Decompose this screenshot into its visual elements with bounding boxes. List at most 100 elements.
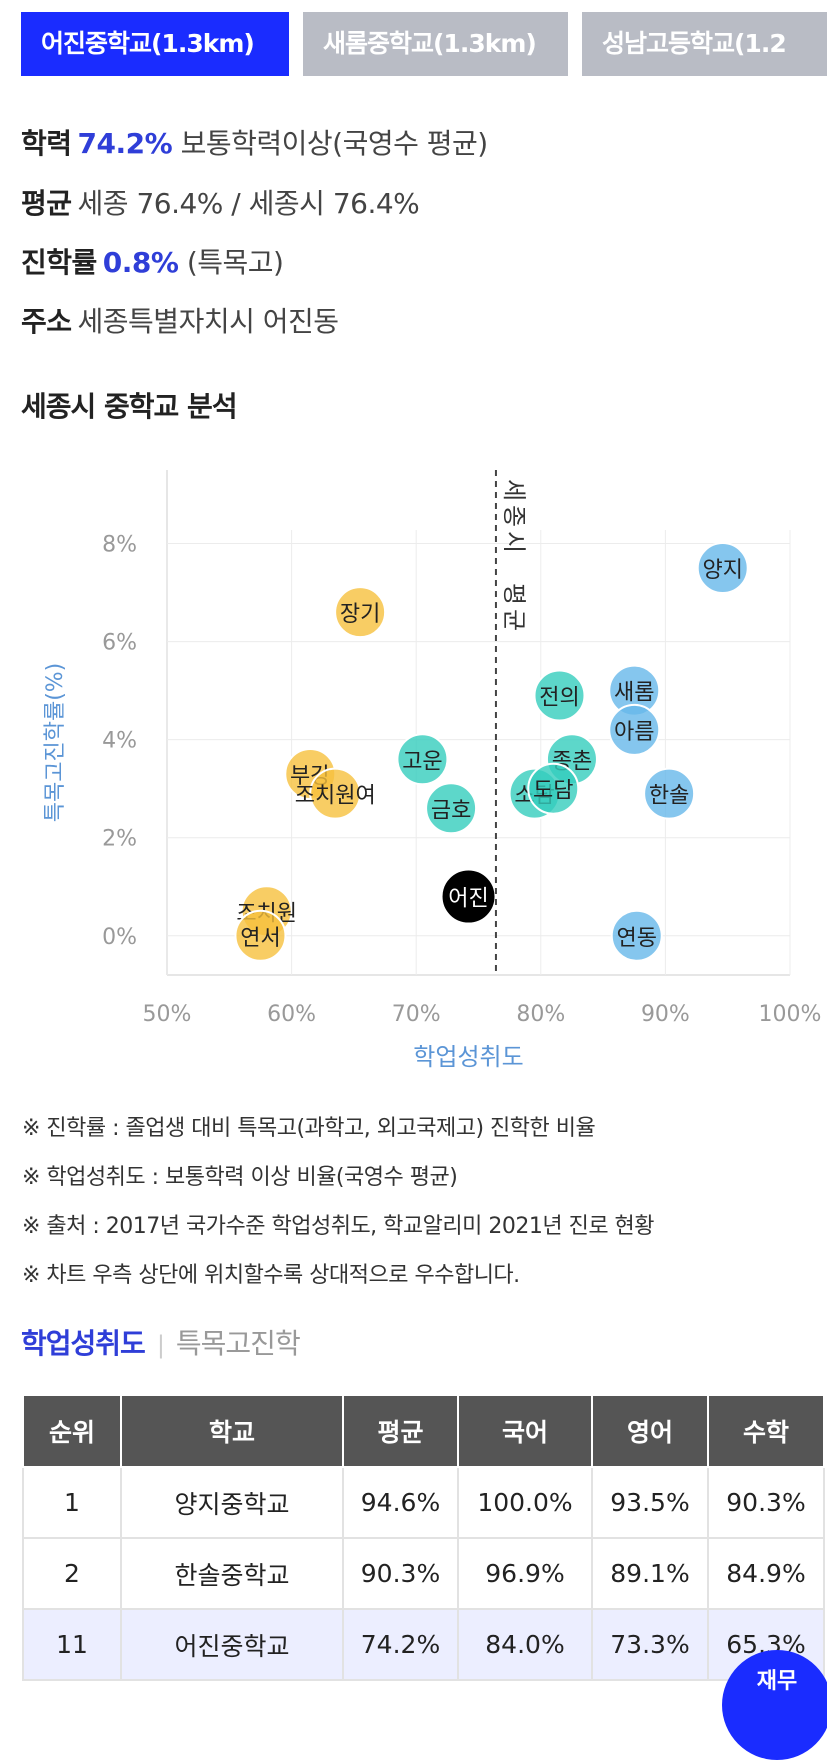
average-label: 평균	[21, 187, 72, 220]
point-label: 고운	[402, 749, 442, 774]
scatter-point	[696, 542, 749, 595]
point-label: 전의	[539, 686, 579, 711]
scatter-point	[610, 909, 663, 962]
x-tick-label: 70%	[392, 1002, 441, 1027]
notes: ※ 진학률 : 졸업생 대비 특목고(과학고, 외고국제고) 진학한 비율 ※ …	[22, 1104, 655, 1300]
cell-rank: 1	[22, 1466, 122, 1539]
cell-english: 93.5%	[591, 1466, 709, 1539]
address-label: 주소	[21, 305, 72, 338]
cell-korean: 96.9%	[457, 1537, 593, 1610]
header-english: 영어	[591, 1394, 709, 1468]
y-axis-label: 특목고진학률(%)	[43, 663, 68, 823]
address-line: 주소 세종특별자치시 어진동	[21, 300, 339, 340]
advance-line: 진학률 0.8% (특목고)	[21, 241, 284, 281]
cell-average: 74.2%	[342, 1608, 459, 1681]
cell-rank: 2	[22, 1537, 122, 1610]
cell-rank: 11	[22, 1608, 122, 1681]
scatter-point	[533, 669, 586, 722]
ranking-table: 순위 학교 평균 국어 영어 수학 1 양지중학교 94.6% 100.0% 9…	[22, 1394, 825, 1681]
scatter-point	[527, 762, 580, 815]
tab-achievement[interactable]: 학업성취도	[21, 1327, 146, 1360]
achievement-value: 74.2%	[77, 127, 173, 160]
scatter-point	[608, 703, 661, 756]
x-tick-label: 90%	[641, 1002, 690, 1027]
cell-korean: 84.0%	[457, 1608, 593, 1681]
achievement-line: 학력 74.2% 보통학력이상(국영수 평균)	[21, 122, 488, 162]
achievement-desc: 보통학력이상(국영수 평균)	[180, 127, 489, 160]
point-label: 한솔	[649, 784, 689, 809]
reference-line-label: 균	[500, 609, 528, 631]
table-row[interactable]: 2 한솔중학교 90.3% 96.9% 89.1% 84.9%	[22, 1537, 825, 1610]
advance-value: 0.8%	[102, 246, 179, 279]
tab-separator: |	[156, 1331, 165, 1359]
reference-line-label: 시	[500, 531, 528, 553]
scatter-point	[643, 767, 696, 820]
scatter-point	[425, 782, 478, 835]
tab-eojin[interactable]: 어진중학교(1.3km)	[21, 12, 289, 76]
cell-school: 어진중학교	[120, 1608, 344, 1681]
cell-school: 한솔중학교	[120, 1537, 344, 1610]
scatter-point	[309, 767, 362, 820]
reference-line-label: 세	[500, 479, 528, 501]
x-axis-label: 학업성취도	[413, 1043, 523, 1071]
table-header-row: 순위 학교 평균 국어 영어 수학	[22, 1394, 825, 1468]
point-label: 도담	[533, 779, 573, 804]
note-achievement: ※ 학업성취도 : 보통학력 이상 비율(국영수 평균)	[22, 1165, 458, 1190]
y-tick-label: 6%	[102, 631, 137, 656]
scatter-point	[442, 870, 495, 923]
x-tick-label: 100%	[759, 1002, 822, 1027]
cell-average: 94.6%	[342, 1466, 459, 1539]
table-row[interactable]: 1 양지중학교 94.6% 100.0% 93.5% 90.3%	[22, 1466, 825, 1539]
header-average: 평균	[342, 1394, 459, 1468]
point-label: 연서	[240, 926, 280, 951]
point-label: 연동	[616, 926, 656, 951]
tab-special-advance[interactable]: 특목고진학	[175, 1327, 301, 1360]
scatter-point	[234, 909, 287, 962]
x-tick-label: 80%	[516, 1002, 565, 1027]
advance-label: 진학률	[21, 246, 97, 279]
cell-school: 양지중학교	[120, 1466, 344, 1539]
scatter-chart: 50% 60% 70% 80% 90% 100% 0% 2% 4% 6% 8% 세종시 평균학업성취도…	[43, 470, 822, 1071]
cell-english: 89.1%	[591, 1537, 709, 1610]
y-tick-label: 4%	[102, 729, 137, 754]
cell-math: 90.3%	[707, 1466, 825, 1539]
point-label: 조치원여	[295, 784, 376, 809]
point-label: 양지	[702, 558, 742, 583]
cell-english: 73.3%	[591, 1608, 709, 1681]
achievement-label: 학력	[21, 127, 72, 160]
y-tick-label: 2%	[102, 827, 137, 852]
y-tick-label: 8%	[102, 533, 137, 558]
x-tick-label: 60%	[267, 1002, 316, 1027]
address-desc: 세종특별자치시 어진동	[77, 305, 340, 338]
point-label: 장기	[340, 602, 380, 627]
header-school: 학교	[120, 1394, 344, 1468]
header-korean: 국어	[457, 1394, 593, 1468]
cell-average: 90.3%	[342, 1537, 459, 1610]
section-title: 세종시 중학교 분석	[21, 390, 238, 423]
point-label: 어진	[448, 887, 488, 912]
ranking-tabs: 학업성취도 | 특목고진학	[21, 1322, 301, 1362]
advance-desc: (특목고)	[186, 246, 284, 279]
point-label: 금호	[431, 798, 471, 823]
cell-math: 84.9%	[707, 1537, 825, 1610]
school-tabs: 어진중학교(1.3km) 새롬중학교(1.3km) 성남고등학교(1.2	[21, 12, 827, 76]
x-tick-label: 50%	[143, 1002, 192, 1027]
point-label: 아름	[614, 720, 654, 745]
reference-line-label: 종	[500, 505, 528, 527]
tab-seongnam[interactable]: 성남고등학교(1.2	[582, 12, 827, 76]
cell-korean: 100.0%	[457, 1466, 593, 1539]
table-row-current-school[interactable]: 11 어진중학교 74.2% 84.0% 73.3% 65.3%	[22, 1608, 825, 1681]
note-position: ※ 차트 우측 상단에 위치할수록 상대적으로 우수합니다.	[22, 1263, 520, 1288]
scatter-point	[334, 586, 387, 639]
header-math: 수학	[707, 1394, 825, 1468]
floating-action-button[interactable]: 재무	[722, 1650, 827, 1760]
note-advance: ※ 진학률 : 졸업생 대비 특목고(과학고, 외고국제고) 진학한 비율	[22, 1116, 596, 1141]
scatter-point	[396, 733, 449, 786]
tab-saerom[interactable]: 새롬중학교(1.3km)	[303, 12, 568, 76]
note-source: ※ 출처 : 2017년 국가수준 학업성취도, 학교알리미 2021년 진로 …	[22, 1214, 655, 1239]
point-label: 새롬	[614, 681, 654, 706]
header-rank: 순위	[22, 1394, 122, 1468]
average-desc: 세종 76.4% / 세종시 76.4%	[77, 187, 420, 220]
average-line: 평균 세종 76.4% / 세종시 76.4%	[21, 182, 420, 222]
reference-line-label: 평	[500, 583, 528, 605]
